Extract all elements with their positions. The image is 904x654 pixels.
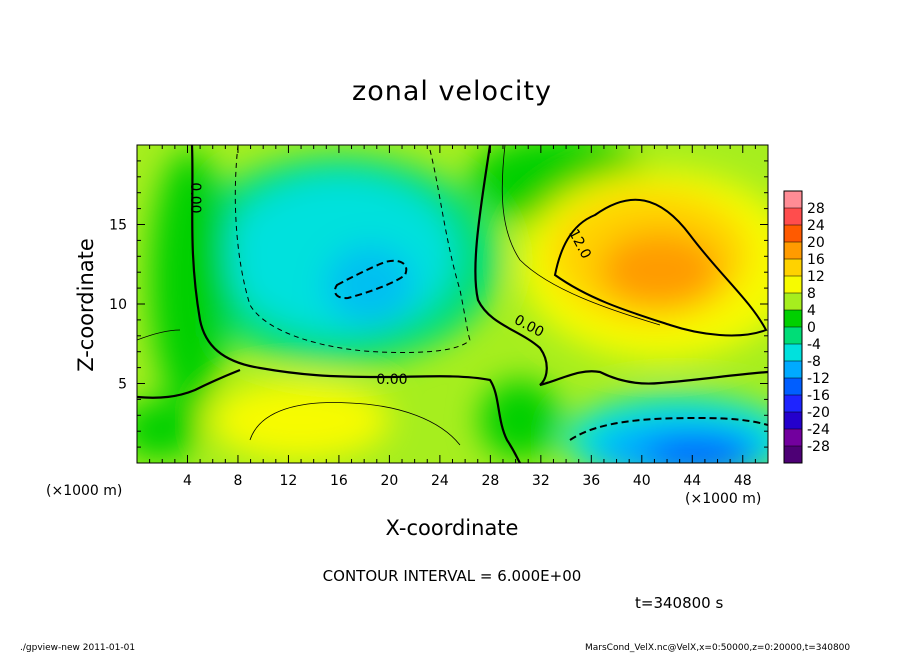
contour-pos-thin-left (137, 329, 181, 341)
x-tick-labels: 4 8 12 16 20 24 28 32 36 40 44 48 (183, 473, 752, 489)
contour-pos-thin-bottom (249, 402, 461, 446)
colorbar-level-label: -8 (807, 354, 821, 370)
colorbar-level-label: -16 (807, 388, 830, 404)
colorbar-swatch (784, 395, 802, 413)
colorbar-level-label: 8 (807, 286, 816, 302)
contour-neg-dashed-right (429, 149, 471, 341)
x-tick-label: 32 (532, 473, 550, 489)
colorbar-swatch (784, 225, 802, 243)
colorbar-level-label: 20 (807, 235, 825, 251)
colorbar-swatch (784, 259, 802, 277)
x-tick-label: 4 (183, 473, 192, 489)
colorbar-level-label: -12 (807, 371, 830, 387)
contour-neg-dashed-surface (569, 416, 768, 441)
y-tick-label: 5 (118, 377, 127, 393)
contour-twelve (553, 198, 768, 337)
axis-ticks (137, 145, 768, 463)
x-tick-label: 16 (330, 473, 348, 489)
chart-title: zonal velocity (352, 76, 552, 107)
x-unit-label-right: (×1000 m) (685, 491, 762, 507)
colorbar-swatch (784, 276, 802, 294)
contour-zero-center (474, 145, 768, 387)
contour-zero-left (190, 145, 521, 463)
x-unit-label-left: (×1000 m) (46, 483, 123, 499)
x-tick-label: 44 (683, 473, 701, 489)
contour-lines (137, 145, 768, 463)
colorbar-level-label: 28 (807, 201, 825, 217)
footer-left: ./gpview-new 2011-01-01 (20, 643, 136, 653)
colorbar-swatch (784, 378, 802, 396)
footer-right: MarsCond_VelX.nc@VelX,x=0:50000,z=0:2000… (585, 643, 851, 653)
contour-label-zero-vertical: 0.00 (187, 182, 203, 213)
colorbar-swatch (784, 344, 802, 362)
colorbar-level-label: 0 (807, 320, 816, 336)
contour-neg-core (333, 259, 408, 300)
velocity-field (137, 145, 768, 463)
colorbar-swatch (784, 293, 802, 311)
colorbar-level-label: 24 (807, 218, 825, 234)
colorbar-level-label: -20 (807, 405, 830, 421)
colorbar-level-label: 4 (807, 303, 816, 319)
y-tick-label: 15 (109, 218, 127, 234)
x-tick-label: 36 (582, 473, 600, 489)
colorbar-level-label: 16 (807, 252, 825, 268)
colorbar-level-label: -4 (807, 337, 821, 353)
contour-interval-label: CONTOUR INTERVAL = 6.000E+00 (322, 567, 582, 585)
time-label: t=340800 s (635, 594, 724, 612)
colorbar-level-label: 12 (807, 269, 825, 285)
x-tick-label: 24 (431, 473, 449, 489)
contour-label-zero-bottom: 0.00 (376, 372, 407, 388)
colorbar-swatch (784, 310, 802, 328)
y-tick-labels: 5 10 15 (109, 218, 127, 393)
x-tick-label: 20 (380, 473, 398, 489)
colorbar-swatch (784, 327, 802, 345)
colorbar-swatch (784, 446, 802, 464)
x-tick-label: 12 (280, 473, 298, 489)
x-tick-label: 8 (233, 473, 242, 489)
colorbar-swatch (784, 191, 802, 209)
x-tick-label: 40 (633, 473, 651, 489)
colorbar-swatch (784, 412, 802, 430)
x-tick-label: 28 (481, 473, 499, 489)
colorbar-level-label: -28 (807, 439, 830, 455)
colorbar-swatch (784, 242, 802, 260)
x-tick-label: 48 (734, 473, 752, 489)
y-tick-label: 10 (109, 297, 127, 313)
colorbar-swatch (784, 361, 802, 379)
colorbar-swatch (784, 429, 802, 447)
x-axis-label: X-coordinate (385, 516, 519, 540)
colorbar-swatch (784, 208, 802, 226)
contour-pos-thin-upper (501, 145, 661, 326)
colorbar-level-label: -24 (807, 422, 830, 438)
contour-neg-dashed-left (234, 145, 471, 353)
contour-zero-low (137, 368, 241, 399)
